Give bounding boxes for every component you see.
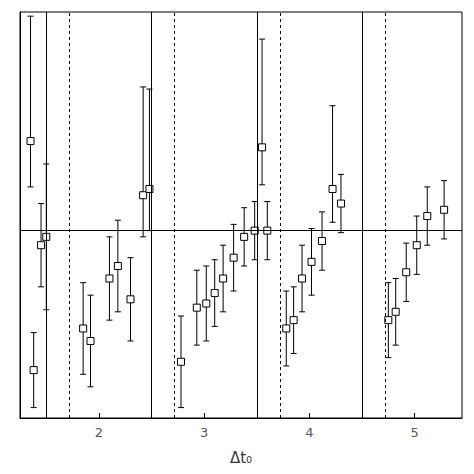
svg-text:3: 3 [200, 425, 208, 440]
svg-text:2: 2 [95, 425, 103, 440]
svg-text:Δt₀: Δt₀ [230, 449, 252, 467]
svg-text:4: 4 [305, 425, 313, 440]
svg-text:5: 5 [411, 425, 419, 440]
